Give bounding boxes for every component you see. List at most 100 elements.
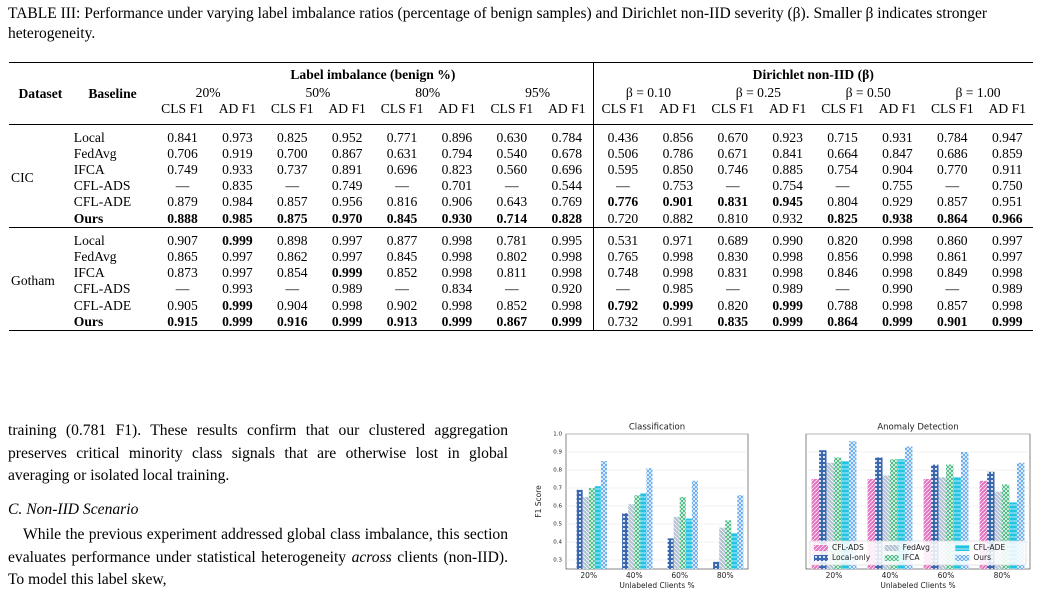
value-cell: 0.862 (276, 249, 308, 265)
metric-header: AD F1 (218, 101, 257, 117)
value-cell: 0.859 (991, 145, 1023, 161)
value-cell: 0.753 (662, 178, 694, 194)
bar (600, 461, 607, 569)
table-row: CFL-ADS — 0.993 — 0.989 — 0.834 — 0.920 — 0.985 — 0.… (9, 281, 1033, 298)
group-header: β = 1.00 (955, 85, 1001, 101)
value-cell: 0.998 (441, 265, 473, 281)
table-row: CIC Local 0.841 0.973 0.825 0.952 0.771 0.896 0.… (9, 124, 1033, 185)
value-cell: 0.998 (882, 265, 913, 281)
chart-title: Anomaly Detection (877, 423, 958, 433)
y-tick-label: 0.6 (553, 504, 562, 510)
baseline-cell: CFL-ADE (73, 297, 132, 313)
value-cell: — (285, 178, 300, 194)
value-cell: — (505, 281, 519, 297)
value-cell: 0.544 (551, 178, 583, 194)
bar (811, 479, 820, 569)
value-cell: 0.845 (386, 210, 418, 226)
value-cell: 0.999 (222, 297, 253, 313)
dataset-cell: CIC (11, 170, 34, 186)
value-cell: 0.849 (937, 265, 968, 281)
bar (667, 538, 674, 569)
x-tick-label: 20% (580, 571, 597, 580)
bar (834, 457, 842, 569)
value-cell: 0.931 (882, 129, 913, 145)
value-cell: 0.732 (592, 313, 653, 331)
x-tick-label: 80% (717, 571, 734, 580)
value-cell: — (945, 281, 960, 297)
baseline-cell: FedAvg (73, 145, 117, 161)
value-cell: 0.804 (827, 194, 858, 210)
metric-header: AD F1 (878, 101, 917, 117)
value-cell: — (725, 178, 740, 194)
value-cell: 0.664 (827, 145, 858, 161)
bar (731, 533, 738, 569)
value-cell: 0.911 (992, 162, 1023, 178)
value-cell: 0.835 (222, 178, 253, 194)
value-cell: 0.970 (331, 210, 363, 226)
legend-swatch (955, 555, 970, 561)
paragraph: training (0.781 F1). These results confi… (8, 422, 508, 485)
bar (713, 561, 720, 569)
text: clients (non-IID). To model this label s… (8, 548, 508, 589)
value-cell: 0.896 (441, 129, 473, 145)
value-cell: 0.820 (717, 297, 749, 313)
value-cell: 0.631 (386, 145, 418, 161)
legend-swatch (884, 545, 899, 551)
value-cell: 0.786 (662, 145, 694, 161)
value-cell: 0.901 (662, 194, 694, 210)
value-cell: 0.997 (331, 249, 363, 265)
y-tick-label: 0.7 (553, 486, 562, 492)
value-cell: 0.938 (882, 210, 913, 226)
value-cell: 0.867 (496, 313, 528, 329)
metric-header: CLS F1 (711, 101, 755, 117)
bar (646, 468, 653, 569)
value-cell: 0.784 (937, 129, 968, 145)
paragraph: While the previous experiment addressed … (8, 524, 508, 592)
table-row: FedAvg 0.706 0.919 0.700 0.867 0.631 0.794 0.54… (9, 145, 1033, 163)
baseline-cell: Ours (73, 313, 104, 329)
bar (979, 480, 988, 569)
value-cell: 0.993 (222, 281, 253, 297)
value-cell: 0.945 (772, 194, 803, 210)
legend-swatch (955, 545, 970, 551)
value-cell: 0.913 (386, 313, 418, 329)
emphasis: across (351, 548, 392, 566)
value-cell: 0.999 (222, 313, 253, 329)
bar (582, 497, 589, 569)
bar (953, 477, 961, 569)
baseline-cell: CFL-ADS (73, 178, 131, 194)
value-cell: 0.825 (276, 129, 308, 145)
value-cell: 0.947 (991, 129, 1023, 145)
metric-header: CLS F1 (161, 101, 204, 117)
value-cell: 0.998 (551, 265, 583, 281)
value-cell: 0.854 (276, 265, 308, 281)
value-cell: 0.715 (827, 129, 858, 145)
y-axis-label: F1 Score (534, 485, 543, 518)
bar (679, 497, 686, 569)
value-cell: 0.998 (441, 297, 473, 313)
bar (691, 480, 698, 569)
table-row: CFL-ADE 0.905 0.999 0.904 0.998 0.902 0.998 0.8… (9, 297, 1033, 314)
value-cell: 0.749 (331, 178, 363, 194)
x-tick-label: 60% (671, 571, 688, 580)
bar (1002, 484, 1010, 569)
value-cell: 0.999 (772, 297, 803, 313)
value-cell: 0.560 (496, 162, 528, 178)
table-section: Gotham Local 0.907 0.999 0.898 0.997 0.877 0.99… (9, 227, 1033, 331)
value-cell: 0.933 (222, 162, 253, 178)
bar (685, 518, 692, 569)
value-cell: 0.919 (222, 145, 253, 161)
value-cell: 0.999 (331, 313, 363, 329)
bar (588, 488, 595, 569)
group-header: β = 0.10 (592, 85, 704, 102)
table-row: Ours 0.888 0.985 0.875 0.970 0.845 0.930 0.714 0… (9, 210, 1033, 228)
baseline-cell: CFL-ADE (73, 194, 132, 210)
value-cell: 0.816 (386, 194, 418, 210)
value-cell: 0.696 (386, 162, 418, 178)
y-tick-label: 1.0 (553, 432, 562, 438)
value-cell: 0.999 (991, 313, 1023, 329)
value-cell: 0.956 (331, 194, 363, 210)
metric-header: AD F1 (548, 101, 586, 117)
value-cell: 0.540 (496, 145, 528, 161)
value-cell: 0.923 (772, 129, 803, 145)
